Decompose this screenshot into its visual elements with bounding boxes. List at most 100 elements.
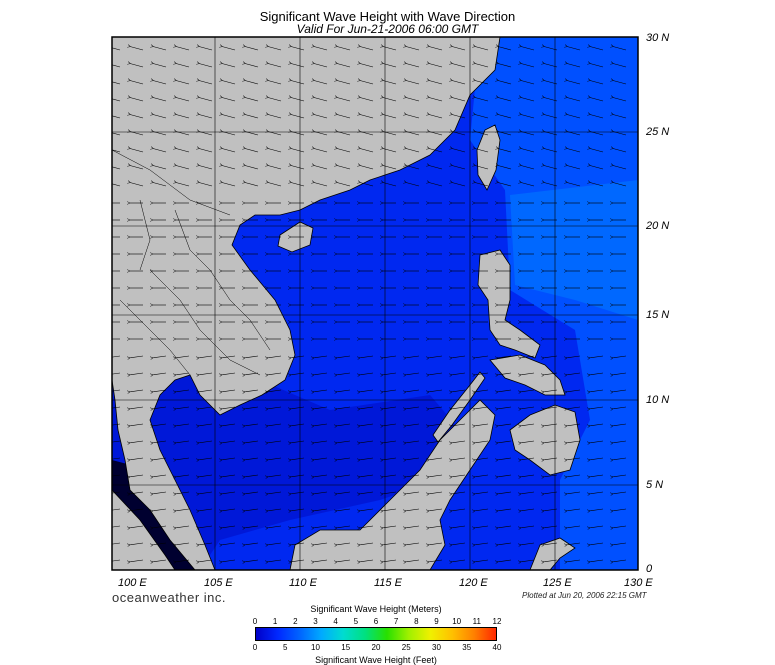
wave-arrow xyxy=(360,457,374,460)
wave-arrow xyxy=(406,98,420,102)
wave-arrow xyxy=(291,491,305,494)
wave-arrow xyxy=(268,64,282,68)
wave-arrow xyxy=(406,115,420,119)
wave-arrow xyxy=(153,149,167,153)
wave-arrow xyxy=(222,355,236,358)
wave-arrow xyxy=(245,64,259,68)
wave-arrow xyxy=(112,132,121,136)
wave-arrow xyxy=(383,406,397,409)
wave-arrow xyxy=(153,559,167,562)
wave-arrow xyxy=(521,183,535,187)
wave-arrow xyxy=(498,47,512,51)
wave-arrow xyxy=(337,508,351,511)
wave-arrow xyxy=(268,355,282,358)
colorbar-meter-tick: 10 xyxy=(452,617,462,626)
wave-arrow xyxy=(567,149,581,153)
wave-arrow xyxy=(337,440,351,443)
wave-arrow xyxy=(130,525,144,528)
wave-arrow xyxy=(406,81,420,85)
wave-arrow xyxy=(521,355,535,358)
wave-arrow xyxy=(383,372,397,375)
wave-arrow xyxy=(590,166,604,170)
wave-arrow xyxy=(521,47,535,51)
wave-arrow xyxy=(429,474,443,477)
wave-arrow xyxy=(360,166,374,170)
wave-arrow xyxy=(475,166,489,170)
wave-arrow xyxy=(475,406,489,409)
wave-arrow xyxy=(153,525,167,528)
wave-arrow xyxy=(176,525,190,528)
wave-arrow xyxy=(498,355,512,358)
wave-arrow xyxy=(337,491,351,494)
wave-arrow xyxy=(337,406,351,409)
wave-arrow xyxy=(222,81,236,85)
wave-arrow xyxy=(245,372,259,375)
wave-arrow xyxy=(199,132,213,136)
wave-arrow xyxy=(406,525,420,528)
wave-arrow xyxy=(475,423,489,426)
wave-arrow xyxy=(452,474,466,477)
wave-arrow xyxy=(429,559,443,562)
wave-arrow xyxy=(567,183,581,187)
wave-arrow xyxy=(176,372,190,375)
colorbar-feet-tick: 0 xyxy=(252,643,258,652)
wave-arrow xyxy=(268,491,282,494)
colorbar-feet-tick: 15 xyxy=(341,643,351,652)
wave-arrow xyxy=(406,474,420,477)
wave-arrow xyxy=(383,559,397,562)
wave-arrow xyxy=(199,525,213,528)
colorbar-meter-tick: 11 xyxy=(472,617,481,626)
wave-arrow xyxy=(613,149,627,153)
lat-label: 20 N xyxy=(646,220,670,232)
wave-arrow xyxy=(268,389,282,392)
wave-arrow xyxy=(314,149,328,153)
wave-arrow xyxy=(590,508,604,511)
wave-arrow xyxy=(544,389,558,392)
wave-arrow xyxy=(613,166,627,170)
wave-arrow xyxy=(567,47,581,51)
wave-arrow xyxy=(176,440,190,443)
wave-arrow xyxy=(613,183,627,187)
wave-arrow xyxy=(314,389,328,392)
wave-arrow xyxy=(429,440,443,443)
wave-arrow xyxy=(521,166,535,170)
wave-arrow xyxy=(337,149,351,153)
wave-arrow xyxy=(199,440,213,443)
wave-arrow xyxy=(383,474,397,477)
wave-arrow xyxy=(176,474,190,477)
wave-arrow xyxy=(314,355,328,358)
colorbar-meter-tick: 6 xyxy=(373,617,379,626)
wave-arrow xyxy=(544,474,558,477)
wave-arrow xyxy=(222,457,236,460)
wave-arrow xyxy=(222,525,236,528)
wave-arrow xyxy=(498,525,512,528)
wave-arrow xyxy=(521,115,535,119)
wave-arrow xyxy=(544,183,558,187)
palawan-island xyxy=(432,371,486,443)
wave-arrow xyxy=(452,183,466,187)
wave-arrow xyxy=(452,457,466,460)
wave-arrow xyxy=(567,372,581,375)
wave-arrow xyxy=(613,423,627,426)
colorbar-meter-tick: 8 xyxy=(414,617,419,626)
wave-arrow xyxy=(245,47,259,51)
wave-arrow xyxy=(544,98,558,102)
wave-arrow xyxy=(314,559,328,562)
wave-arrow xyxy=(130,166,144,170)
wave-arrow xyxy=(613,47,627,51)
wave-arrow xyxy=(613,406,627,409)
wave-arrow xyxy=(452,423,466,426)
wave-arrow xyxy=(245,440,259,443)
wave-arrow xyxy=(337,389,351,392)
wave-arrow xyxy=(130,474,144,477)
wave-arrow xyxy=(613,542,627,545)
wave-arrow xyxy=(176,183,190,187)
wave-arrow xyxy=(112,149,121,153)
brand-logo-text: oceanweather inc. xyxy=(112,590,227,605)
colorbar-meter-tick: 1 xyxy=(272,617,278,626)
wave-arrow xyxy=(452,389,466,392)
wave-arrow xyxy=(314,81,328,85)
wave-arrow xyxy=(337,64,351,68)
wave-arrow xyxy=(245,389,259,392)
lat-label: 5 N xyxy=(646,479,664,491)
